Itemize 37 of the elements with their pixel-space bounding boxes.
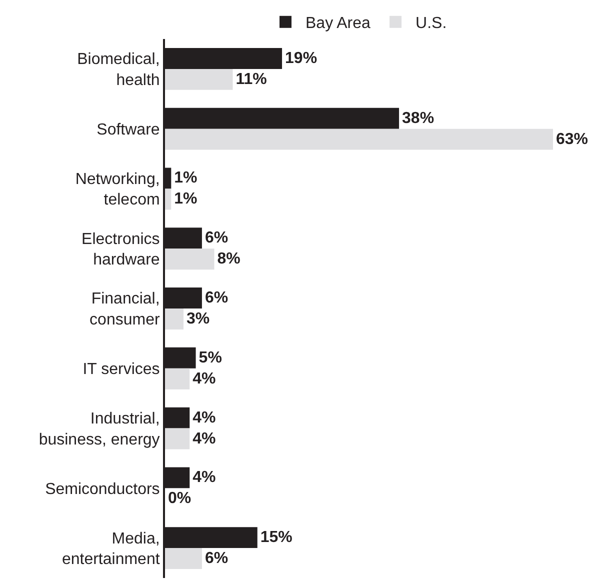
data-label: 8% <box>217 250 240 268</box>
data-label: 6% <box>204 230 228 247</box>
y-tick-label: Electronics hardware <box>82 230 160 269</box>
data-label: 4% <box>192 430 216 448</box>
y-tick-label: Industrial, business, energy <box>38 410 160 448</box>
y-tick-label: Media, entertainment <box>62 530 160 568</box>
data-label: 15% <box>260 529 292 546</box>
data-label: 6% <box>204 550 228 568</box>
y-tick-label: Biomedical, health <box>77 51 160 89</box>
bar <box>165 68 233 90</box>
data-label: 5% <box>198 349 222 366</box>
bar <box>165 428 190 450</box>
bar <box>165 188 172 210</box>
data-label: 6% <box>204 290 228 307</box>
y-tick-label: Software <box>96 121 160 138</box>
legend-label: U.S. <box>416 15 447 32</box>
bar <box>165 248 214 270</box>
bar <box>165 548 202 570</box>
data-label: 3% <box>186 310 210 328</box>
y-tick-label: Networking, telecom <box>75 170 160 209</box>
data-label: 63% <box>556 130 588 148</box>
y-tick-label: IT services <box>82 360 160 378</box>
bar <box>165 368 190 390</box>
data-label: 38% <box>402 110 434 127</box>
bar <box>165 128 553 150</box>
y-tick-label: Financial, consumer <box>90 290 160 328</box>
bar <box>165 308 184 330</box>
data-label: 19% <box>285 50 318 67</box>
data-label: 0% <box>168 490 192 508</box>
data-label: 1% <box>174 190 198 208</box>
data-label: 4% <box>192 370 216 388</box>
data-label: 11% <box>236 70 267 88</box>
data-label: 4% <box>192 469 216 486</box>
legend-label: Bay Area <box>306 15 371 32</box>
y-tick-label: Semiconductors <box>45 480 160 498</box>
data-label: 1% <box>174 170 198 187</box>
data-label: 4% <box>192 409 216 426</box>
